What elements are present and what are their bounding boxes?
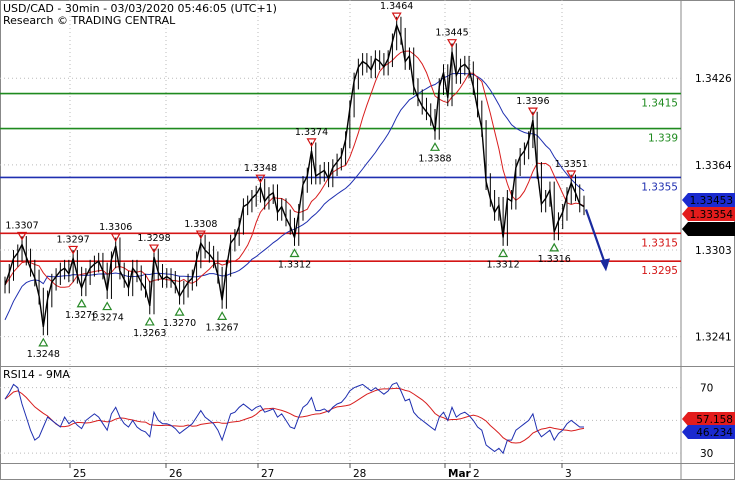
peak-label: 1.3374: [295, 127, 328, 138]
trough-label: 1.3276: [65, 310, 98, 321]
trough-label: 1.3312: [486, 259, 519, 270]
peak-marker: [68, 245, 79, 255]
trough-marker: [174, 306, 185, 316]
peak-label: 1.3307: [5, 220, 38, 231]
trough-label: 1.3312: [278, 259, 311, 270]
trough-marker: [289, 248, 300, 258]
price-tag-blue: [682, 193, 735, 207]
trough-marker: [429, 142, 441, 151]
peak-label: 1.3306: [99, 222, 132, 233]
time-tick-label: 28: [353, 468, 366, 480]
price-line: [4, 22, 585, 328]
time-tick-label: 3: [565, 468, 572, 480]
rsi-tick-label: 30: [700, 448, 713, 460]
peak-label: 1.3464: [380, 1, 413, 12]
peak-label: 1.3298: [137, 233, 170, 244]
peak-label: 1.3308: [184, 219, 217, 230]
trough-marker: [76, 298, 87, 308]
gridlines: [0, 0, 681, 463]
peak-label: 1.3297: [56, 234, 89, 245]
rsi-tag: [682, 425, 735, 439]
rsi-line: [4, 382, 584, 455]
trough-label: 1.3267: [206, 322, 239, 333]
peak-label: 1.3348: [244, 163, 277, 174]
time-tick-label: 25: [73, 468, 86, 480]
peak-marker: [391, 12, 402, 22]
time-tick-label: 27: [261, 468, 274, 480]
price-tag-black: [682, 222, 735, 236]
trough-marker: [38, 337, 49, 347]
rsi-tag-label: 46.234: [696, 427, 733, 439]
trough-label: 1.3263: [133, 328, 166, 339]
level-label: 1.339: [648, 133, 678, 145]
rsi-title: RSI14 - 9MA: [3, 368, 70, 381]
forecast-arrow-line: [584, 209, 608, 267]
level-label: 1.3355: [641, 181, 678, 193]
rsi-tick-label: 70: [700, 383, 713, 395]
time-tick-label: 2: [473, 468, 480, 480]
price-axis: 1.3426 1.3364 1.3303 1.3241: [695, 73, 732, 343]
price-tag-label: 1.33354: [690, 209, 734, 221]
trough-marker: [102, 301, 113, 311]
forecast-arrow-head: [600, 258, 610, 272]
peak-marker: [195, 230, 206, 240]
ma-slow-line: [4, 73, 585, 321]
peak-marker: [255, 174, 266, 184]
time-axis: 25 26 27 28 Mar 2 3: [69, 463, 572, 480]
rsi-tag-label: 57.158: [696, 414, 733, 426]
trough-label: 1.3388: [418, 153, 451, 164]
price-tick-label: 1.3303: [695, 245, 732, 257]
peak-marker: [306, 138, 317, 148]
peak-marker: [148, 244, 160, 254]
time-tick-label: 26: [169, 468, 183, 480]
trough-label: 1.3270: [163, 318, 196, 329]
ma-fast-line: [4, 50, 585, 288]
trough-marker: [549, 242, 560, 252]
chart-title: USD/CAD - 30min - 03/03/2020 05:46:05 (U…: [3, 2, 277, 15]
rsi-tag: [682, 412, 735, 426]
chart-credit: Research © TRADING CENTRAL: [3, 14, 176, 27]
level-label: 1.3415: [641, 98, 678, 110]
pivot-markers: 1.3307 1.3297 1.3306 1.3298 1.3308 1.3348 1.33…: [5, 1, 587, 360]
trough-marker: [144, 316, 155, 326]
peak-marker: [446, 39, 458, 48]
price-tick-label: 1.3426: [695, 73, 732, 85]
trough-marker: [498, 248, 509, 258]
peak-marker: [527, 107, 538, 117]
level-label: 1.3295: [641, 265, 678, 277]
price-tick-label: 1.3241: [695, 332, 732, 344]
peak-label: 1.3396: [516, 96, 549, 107]
peak-marker: [16, 231, 28, 241]
peak-label: 1.3445: [435, 28, 468, 39]
price-tag-label: 1.33343: [690, 224, 733, 236]
trough-marker: [217, 311, 228, 320]
peak-label: 1.3351: [555, 159, 588, 170]
trough-label: 1.3316: [538, 254, 571, 265]
price-tag-label: 1.33453: [690, 195, 733, 207]
trough-label: 1.3274: [91, 313, 124, 324]
price-tick-label: 1.3364: [695, 160, 732, 172]
peak-marker: [110, 233, 121, 243]
rsi-plot: [4, 382, 585, 455]
peak-marker: [566, 170, 577, 180]
price-plot: [4, 16, 610, 336]
level-label: 1.3315: [641, 237, 678, 249]
trough-label: 1.3248: [27, 349, 60, 360]
price-tag-red: [682, 207, 735, 221]
time-tick-label: Mar: [448, 468, 472, 480]
